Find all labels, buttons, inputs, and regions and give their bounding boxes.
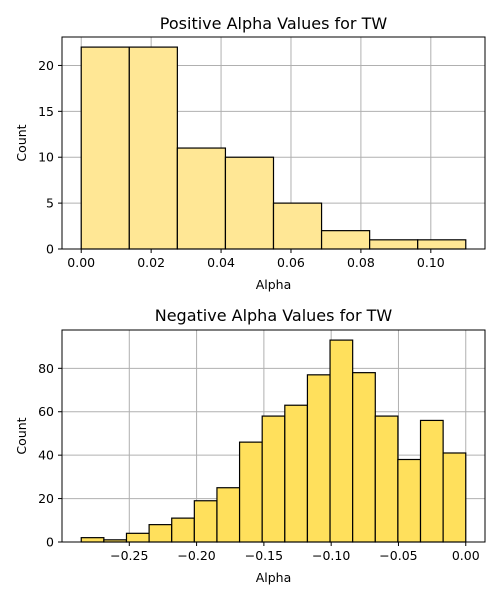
- x-tick-label: 0.00: [67, 255, 95, 270]
- histogram-bar: [306, 374, 331, 543]
- histogram-bar: [80, 46, 130, 250]
- y-tick-label: 80: [38, 361, 54, 376]
- histogram-bar: [284, 404, 309, 543]
- histogram-bar: [171, 517, 195, 543]
- x-tick-label: 0.06: [277, 255, 305, 270]
- histogram-bar: [261, 415, 286, 543]
- x-tick-label: −0.20: [177, 548, 215, 563]
- y-tick-label: 20: [38, 491, 54, 506]
- y-tick-label: 0: [46, 535, 54, 550]
- y-tick-label: 10: [38, 150, 54, 165]
- x-tick-label: 0.04: [207, 255, 235, 270]
- histogram-bar: [369, 239, 419, 250]
- chart-title: Negative Alpha Values for TW: [155, 306, 393, 325]
- y-tick-label: 5: [46, 196, 54, 211]
- negative-alpha-chart: Negative Alpha Values for TW Alpha Count…: [14, 306, 486, 585]
- x-tick-label: 0.00: [452, 548, 480, 563]
- y-tick-label: 20: [38, 58, 54, 73]
- histogram-bar: [224, 156, 275, 250]
- x-tick-label: −0.05: [379, 548, 417, 563]
- y-tick-label: 15: [38, 104, 54, 119]
- histogram-bar: [216, 487, 241, 543]
- x-axis-label: Alpha: [256, 570, 292, 585]
- histogram-bar: [128, 46, 178, 250]
- x-tick-label: −0.25: [110, 548, 148, 563]
- plot-area: −0.25 −0.20 −0.15 −0.10 −0.05 0.00 0 20 40 60 80: [38, 329, 486, 563]
- histogram-bar: [419, 419, 444, 543]
- axes-frame: [61, 329, 486, 543]
- histogram-bar: [374, 415, 399, 543]
- x-axis-label: Alpha: [256, 277, 292, 292]
- chart-title: Positive Alpha Values for TW: [160, 14, 388, 33]
- histogram-bar: [320, 230, 371, 250]
- y-tick-label: 0: [46, 242, 54, 257]
- x-tick-label: 0.08: [347, 255, 375, 270]
- histogram-bar: [352, 372, 376, 543]
- histogram-bar: [80, 537, 105, 543]
- y-tick-label: 40: [38, 448, 54, 463]
- histogram-bar: [442, 452, 467, 543]
- histogram-bar: [272, 202, 323, 250]
- histogram-bar: [329, 339, 354, 543]
- y-axis-label: Count: [14, 124, 29, 161]
- histogram-bar: [238, 441, 263, 543]
- plot-area: 0.00 0.02 0.04 0.06 0.08 0.10 0 5 10 15 20: [38, 36, 486, 270]
- y-axis-label: Count: [14, 417, 29, 454]
- histogram-bar: [193, 500, 218, 543]
- histogram-bar: [125, 532, 150, 543]
- histogram-bar: [417, 239, 467, 250]
- histogram-bar: [148, 524, 173, 543]
- x-tick-label: −0.10: [312, 548, 350, 563]
- histogram-bar: [176, 147, 227, 250]
- y-tick-label: 60: [38, 404, 54, 419]
- x-tick-label: 0.02: [137, 255, 165, 270]
- x-tick-label: 0.10: [417, 255, 445, 270]
- axes-frame: [61, 36, 486, 250]
- positive-alpha-chart: Positive Alpha Values for TW Alpha Count…: [14, 14, 486, 292]
- histogram-bar: [397, 458, 422, 543]
- x-tick-label: −0.15: [245, 548, 283, 563]
